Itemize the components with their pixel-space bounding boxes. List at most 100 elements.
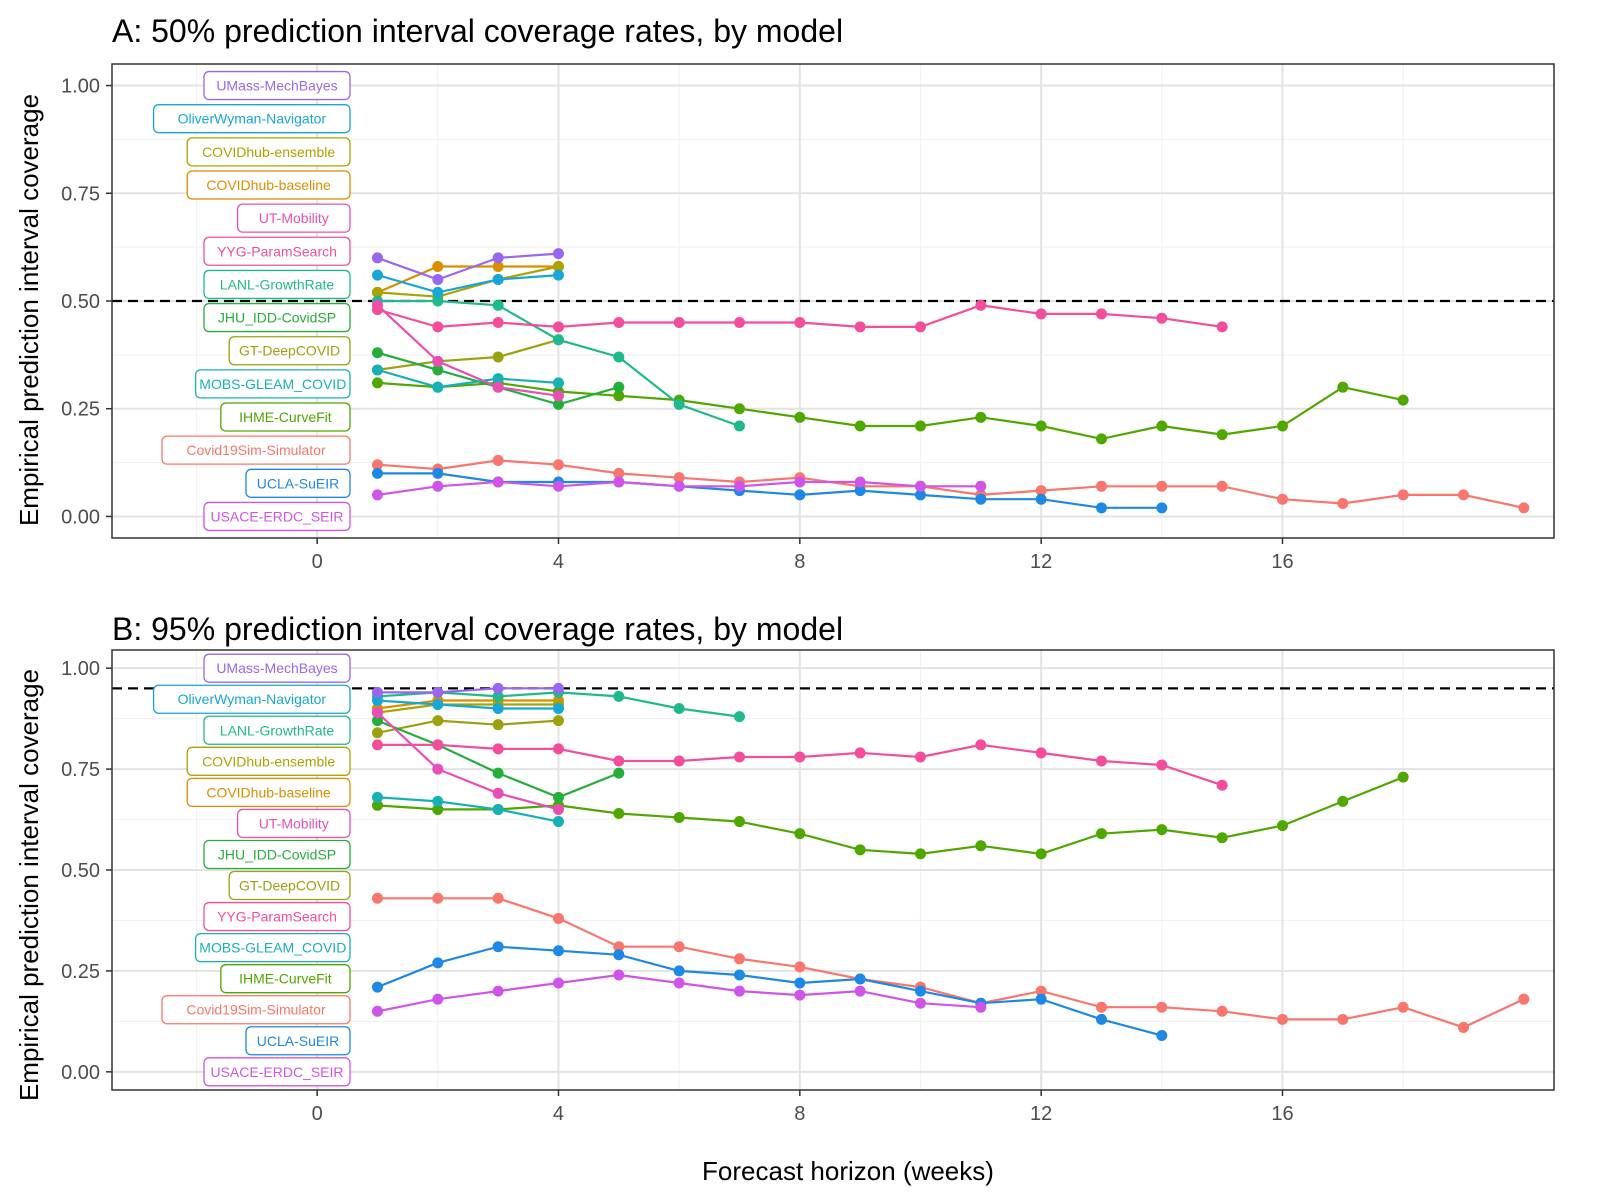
data-point-ucla-sueir [613,949,625,961]
data-point-umass-mechbayes [552,682,564,694]
series-label-box [203,653,351,683]
data-point-ihme-curvefit [1216,832,1228,844]
data-point-ihme-curvefit [854,844,866,856]
data-point-covid19sim-simulator [613,941,625,953]
series-label-gt-deepcovid: GT-DeepCOVID [228,336,351,366]
data-point-covid19sim-simulator [673,472,685,484]
data-point-oliverwyman-navigator [371,269,383,281]
data-point-yyg-paramsearch [794,317,806,329]
x-tick-label: 0 [312,551,323,573]
series-label-text: USACE-ERDC_SEIR [210,508,343,524]
series-label-covidhub-ensemble: COVIDhub-ensemble [186,746,351,776]
data-point-lanl-growthrate [673,703,685,715]
series-label-ihme-curvefit: IHME-CurveFit [220,402,351,432]
data-point-usace-erdc-seir [492,476,504,488]
series-label-box [186,777,351,808]
data-point-usace-erdc-seir [794,989,806,1001]
data-point-ucla-sueir [1035,993,1047,1005]
data-point-ihme-curvefit [1276,420,1288,432]
x-tick-label: 4 [553,1103,564,1125]
data-point-mobs-gleam-covid [371,791,383,803]
data-point-yyg-paramsearch [432,321,444,333]
series-label-text: UT-Mobility [259,210,329,226]
series-line-mobs-gleam-covid [377,796,559,823]
data-point-covid19sim-simulator [1035,985,1047,997]
data-point-covid19sim-simulator [552,912,564,924]
data-point-oliverwyman-navigator [552,703,564,715]
data-point-umass-mechbayes [432,273,444,285]
series-label-ihme-curvefit: IHME-CurveFit [220,964,351,994]
data-point-gt-deepcovid [432,715,444,727]
series-label-text: Covid19Sim-Simulator [186,1002,326,1018]
series-label-gt-deepcovid: GT-DeepCOVID [228,870,351,901]
data-point-umass-mechbayes [492,682,504,694]
series-label-box [203,715,351,745]
x-tick-label: 12 [1030,551,1052,573]
data-point-covid19sim-simulator [794,961,806,973]
data-point-lanl-growthrate [492,690,504,702]
data-point-jhu-idd-covidsp [371,715,383,727]
data-point-lanl-growthrate [613,351,625,363]
data-point-yyg-paramsearch [1095,308,1107,320]
series-label-ut-mobility: UT-Mobility [236,203,351,233]
series-line-umass-mechbayes [377,687,559,694]
series-label-umass-mechbayes: UMass-MechBayes [203,653,351,683]
data-point-ucla-sueir [794,489,806,501]
data-point-ihme-curvefit [914,420,926,432]
data-point-oliverwyman-navigator [552,269,564,281]
data-point-yyg-paramsearch [1035,747,1047,759]
data-point-covid19sim-simulator [1397,1001,1409,1013]
series-label-covid19sim-simulator: Covid19Sim-Simulator [161,435,351,465]
data-point-covid19sim-simulator [673,941,685,953]
series-label-box [186,746,351,776]
data-point-ucla-sueir [914,985,926,997]
series-label-text: UCLA-SuEIR [257,1033,339,1049]
series-label-box [220,402,351,432]
data-point-yyg-paramsearch [673,755,685,767]
series-label-umass-mechbayes: UMass-MechBayes [203,70,351,101]
data-point-yyg-paramsearch [1035,308,1047,320]
data-point-yyg-paramsearch [975,299,987,311]
series-label-box [220,964,351,994]
data-point-mobs-gleam-covid [552,377,564,389]
data-point-covidhub-ensemble [552,261,564,273]
data-point-usace-erdc-seir [492,985,504,997]
series-line-ihme-curvefit [377,381,1404,441]
data-point-covidhub-baseline [492,261,504,273]
data-point-mobs-gleam-covid [492,803,504,815]
series-label-covidhub-baseline: COVIDhub-baseline [186,777,351,808]
data-point-yyg-paramsearch [975,739,987,751]
data-point-yyg-paramsearch [1156,759,1168,771]
data-point-oliverwyman-navigator [432,286,444,298]
data-point-covid19sim-simulator [1337,1013,1349,1025]
data-point-ihme-curvefit [1397,394,1409,406]
series-label-jhu-idd-covidsp: JHU_IDD-CovidSP [203,839,351,870]
series-label-box [236,808,351,839]
series-label-oliverwyman-navigator: OliverWyman-Navigator [152,684,351,714]
x-tick-label: 8 [794,551,805,573]
data-point-usace-erdc-seir [371,1005,383,1017]
y-tick-label: 0.50 [61,291,100,313]
data-point-usace-erdc-seir [552,480,564,492]
data-point-gt-deepcovid [492,719,504,731]
series-label-text: Covid19Sim-Simulator [186,442,326,458]
data-point-gt-deepcovid [552,715,564,727]
data-point-covid19sim-simulator [1156,480,1168,492]
series-line-covid19sim-simulator [377,459,1525,509]
y-tick-label: 0.00 [61,1062,100,1084]
data-point-oliverwyman-navigator [371,694,383,706]
data-point-ihme-curvefit [733,816,745,828]
data-point-ucla-sueir [914,489,926,501]
y-tick-label: 0.00 [61,506,100,528]
data-point-jhu-idd-covidsp [371,347,383,359]
series-label-text: UT-Mobility [259,815,329,831]
data-point-mobs-gleam-covid [492,373,504,385]
data-point-yyg-paramsearch [552,321,564,333]
series-line-gt-deepcovid [377,719,559,734]
data-point-covid19sim-simulator [492,892,504,904]
data-point-ut-mobility [371,707,383,719]
data-point-oliverwyman-navigator [492,703,504,715]
series-label-yyg-paramsearch: YYG-ParamSearch [203,901,351,932]
data-point-usace-erdc-seir [432,480,444,492]
